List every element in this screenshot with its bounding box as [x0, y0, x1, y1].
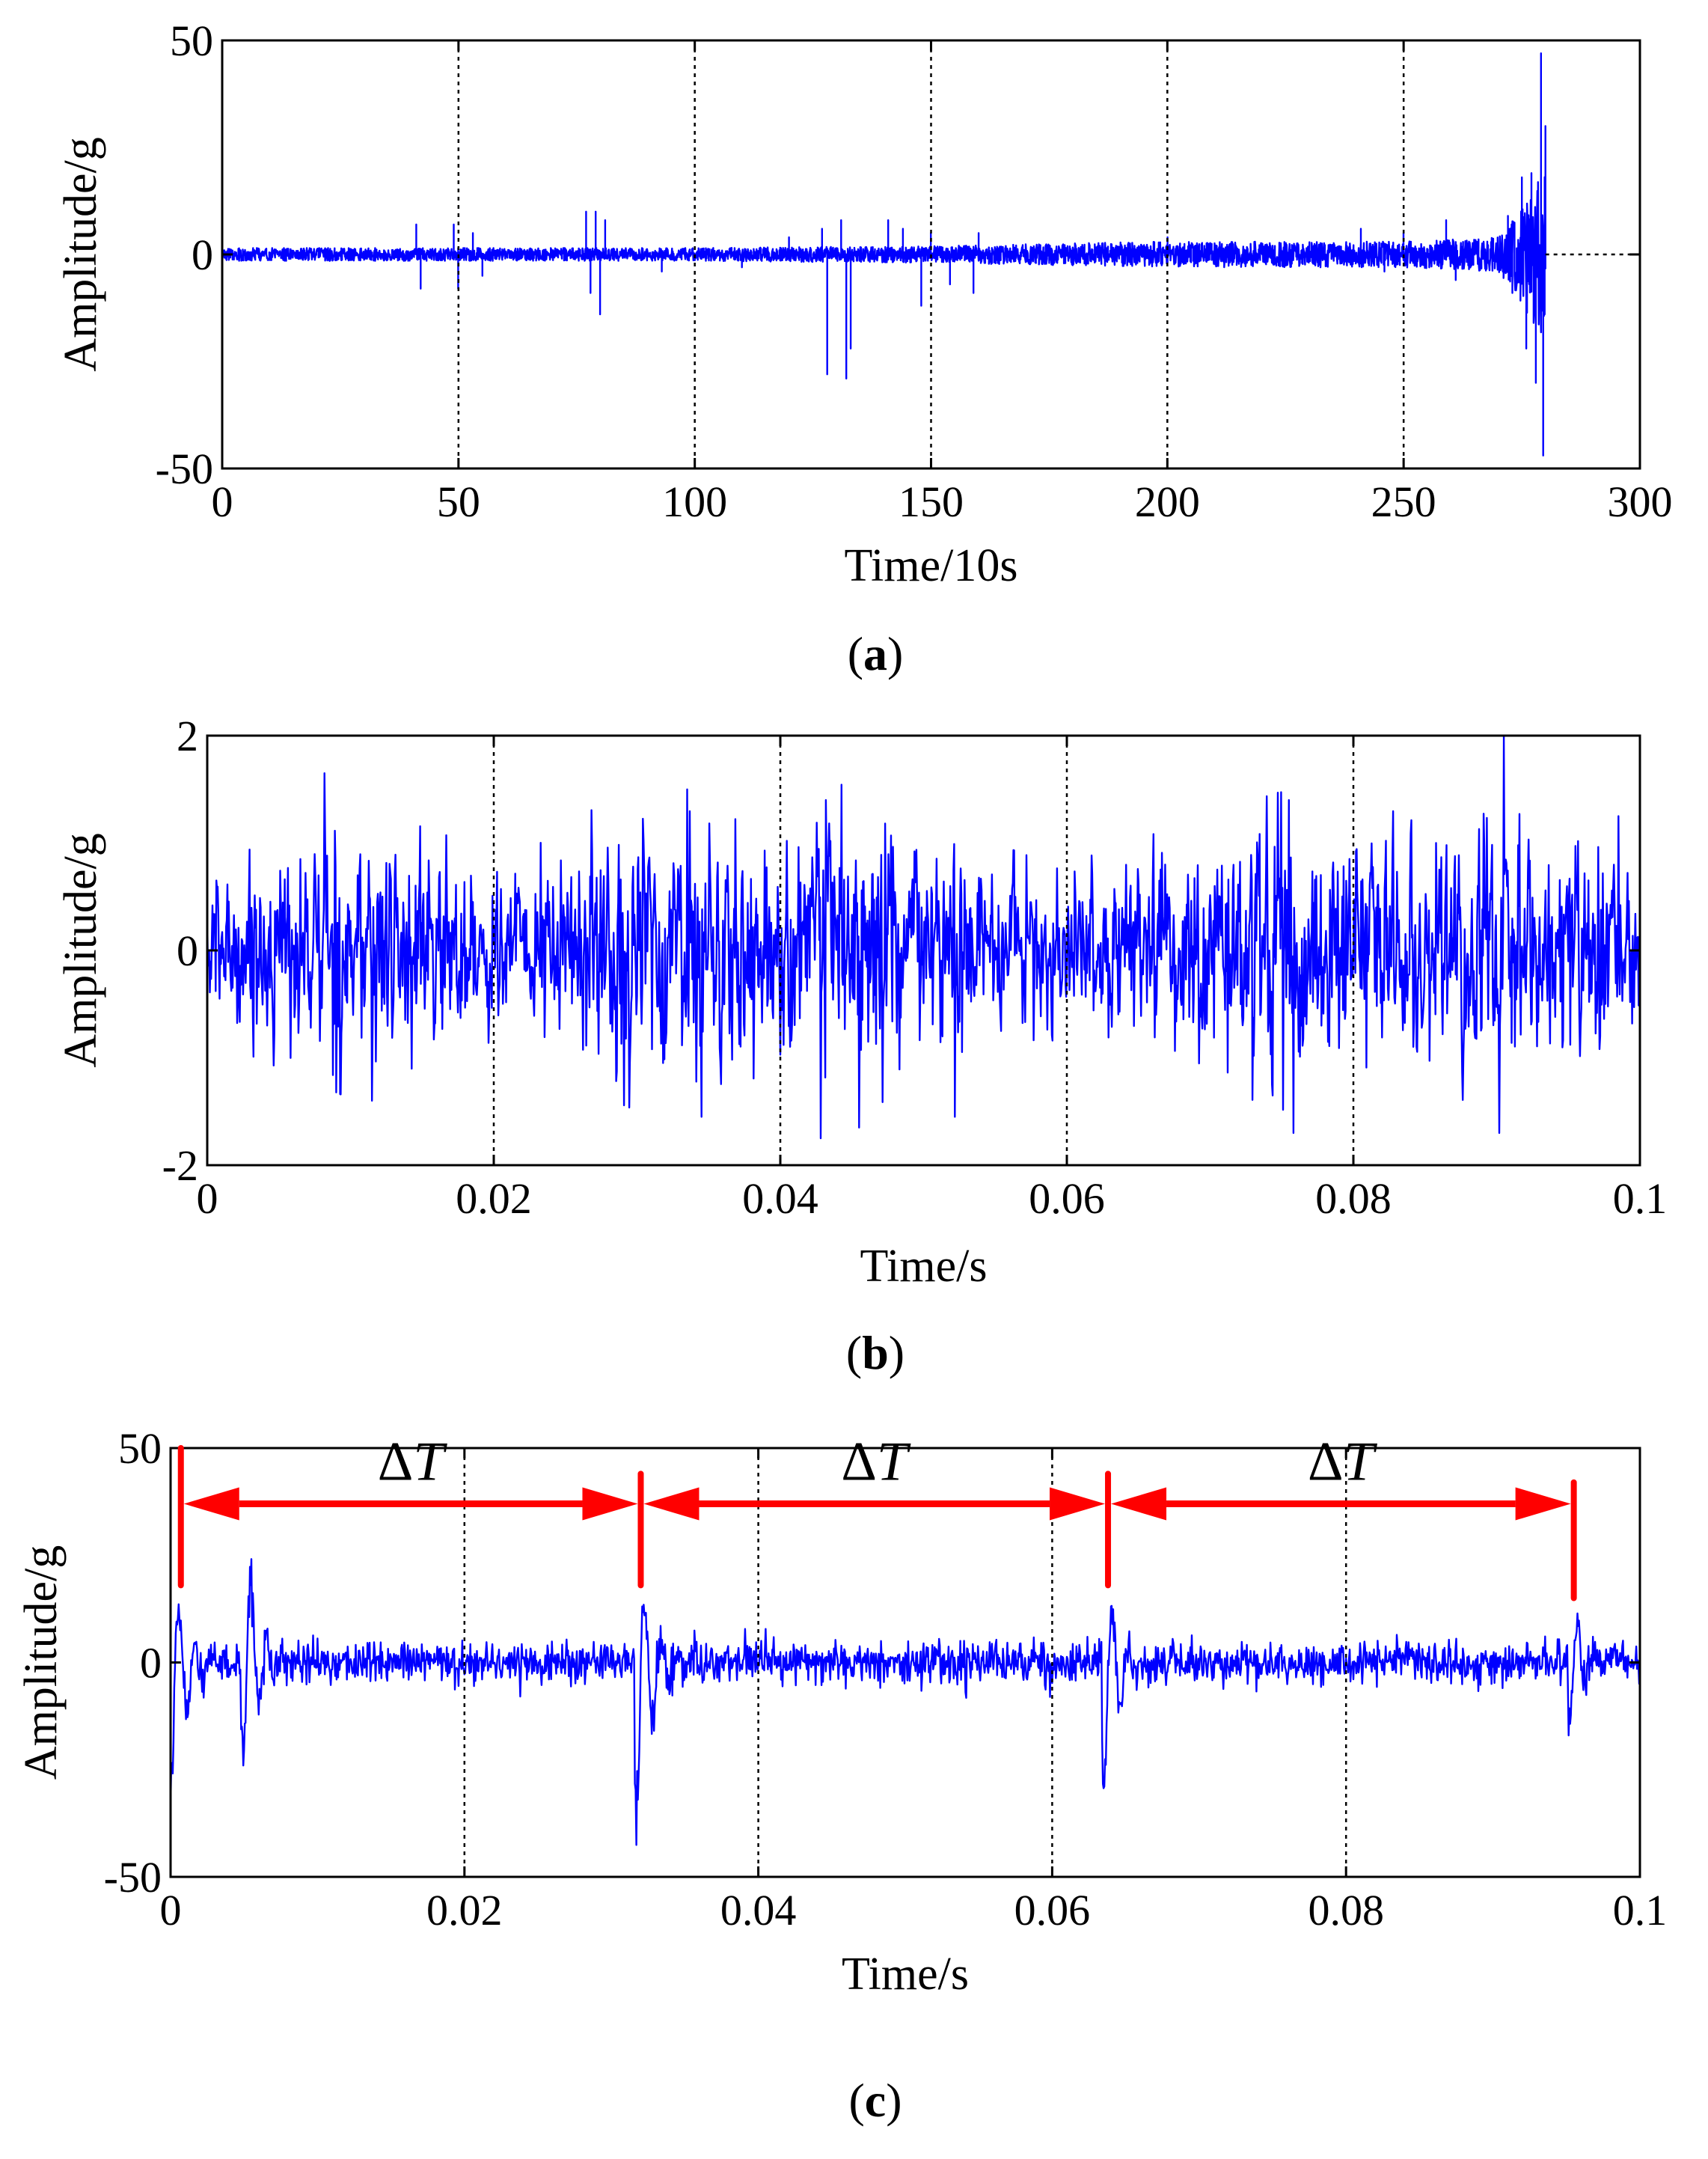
interval-label-1: ΔT	[841, 1431, 911, 1492]
x-axis-label-a: Time/10s	[844, 540, 1017, 591]
interval-arrow-head-left-1	[643, 1487, 700, 1521]
x-tick-label-b-3: 0.06	[1029, 1174, 1105, 1223]
y-tick-labels-b: -2 0 2	[162, 712, 198, 1190]
x-tick-label-a-3: 150	[899, 477, 964, 526]
y-tick-label-b-0: -2	[162, 1141, 198, 1190]
panel-caption-a: (a)	[848, 627, 904, 680]
interval-arrow-head-left-2	[1111, 1487, 1167, 1521]
interval-arrow-head-left-0	[183, 1487, 239, 1521]
x-tick-label-a-5: 250	[1371, 477, 1436, 526]
caption-letter-c: c	[865, 2074, 886, 2127]
y-tick-label-b-2: 2	[177, 712, 198, 760]
y-axis-label-b: Amplitude/g	[55, 833, 106, 1067]
caption-letter-a: a	[863, 627, 887, 680]
x-tick-labels-a: 0 50 100 150 200 250 300	[212, 477, 1673, 526]
grid-lines-c	[463, 1448, 1347, 1877]
interval-label-delta-2: Δ	[1308, 1431, 1344, 1492]
interval-label-var-1: T	[877, 1431, 911, 1492]
y-tick-labels-c: -50 0 50	[104, 1424, 162, 1902]
x-tick-label-c-0: 0	[160, 1886, 182, 1934]
y-tick-label-c-2: 50	[118, 1424, 162, 1473]
x-tick-label-a-4: 200	[1135, 477, 1200, 526]
panel-caption-b: (b)	[846, 1326, 904, 1379]
y-tick-label-b-1: 0	[177, 926, 198, 975]
interval-arrow-head-right-1	[1050, 1487, 1106, 1521]
x-tick-label-a-2: 100	[662, 477, 727, 526]
delta-t-annotations: ΔT ΔT ΔT	[177, 1431, 1577, 1601]
interval-label-var-2: T	[1344, 1431, 1378, 1492]
interval-label-2: ΔT	[1308, 1431, 1378, 1492]
panel-caption-c: (c)	[848, 2074, 902, 2127]
y-axis-label-a: Amplitude/g	[55, 137, 106, 371]
y-tick-labels-a: -50 0 50	[156, 16, 213, 493]
x-axis-label-b: Time/s	[860, 1241, 987, 1292]
interval-label-delta-0: Δ	[378, 1431, 414, 1492]
interval-label-0: ΔT	[378, 1431, 448, 1492]
x-tick-label-c-2: 0.04	[720, 1886, 797, 1934]
panel-b: 0 0.02 0.04 0.06 0.08 0.1 -202 Time/s Amplitu…	[55, 712, 1667, 1379]
grid-lines-a	[457, 40, 1405, 468]
interval-label-var-0: T	[413, 1431, 447, 1492]
x-tick-label-c-5: 0.1	[1613, 1886, 1668, 1934]
x-tick-label-a-0: 0	[212, 477, 233, 526]
x-tick-labels-b: 0 0.02 0.04 0.06 0.08 0.1	[197, 1174, 1668, 1223]
x-tick-label-b-5: 0.1	[1613, 1174, 1668, 1223]
grid-lines-b	[492, 736, 1355, 1165]
interval-arrow-head-right-0	[582, 1487, 638, 1521]
interval-label-delta-1: Δ	[841, 1431, 877, 1492]
x-tick-label-b-1: 0.02	[456, 1174, 532, 1223]
x-tick-label-c-3: 0.06	[1014, 1886, 1091, 1934]
x-axis-label-c: Time/s	[842, 1949, 969, 2000]
signal-trace-b	[206, 734, 1641, 1140]
signal-trace-a	[221, 52, 1546, 456]
signal-trace-c	[169, 1558, 1641, 1846]
x-tick-labels-c: 0 0.02 0.04 0.06 0.08 0.1	[160, 1886, 1668, 1934]
y-axis-label-c: Amplitude/g	[16, 1545, 67, 1780]
y-tick-label-a-1: 0	[192, 230, 213, 279]
y-tick-label-c-0: -50	[104, 1853, 162, 1902]
ticks-c	[169, 1447, 1641, 1878]
x-tick-label-a-1: 50	[437, 477, 480, 526]
ticks-b	[206, 734, 1641, 1167]
x-tick-label-c-1: 0.02	[426, 1886, 503, 1934]
y-tick-label-c-1: 0	[140, 1639, 162, 1688]
caption-letter-b: b	[862, 1326, 889, 1379]
x-tick-label-b-2: 0.04	[742, 1174, 818, 1223]
x-tick-label-c-4: 0.08	[1308, 1886, 1384, 1934]
x-tick-label-a-6: 300	[1608, 477, 1673, 526]
y-tick-label-a-2: 50	[170, 16, 213, 65]
x-tick-label-b-0: 0	[197, 1174, 218, 1223]
y-tick-label-a-0: -50	[156, 445, 213, 493]
x-tick-label-b-4: 0.08	[1315, 1174, 1392, 1223]
interval-arrow-head-right-2	[1515, 1487, 1571, 1521]
